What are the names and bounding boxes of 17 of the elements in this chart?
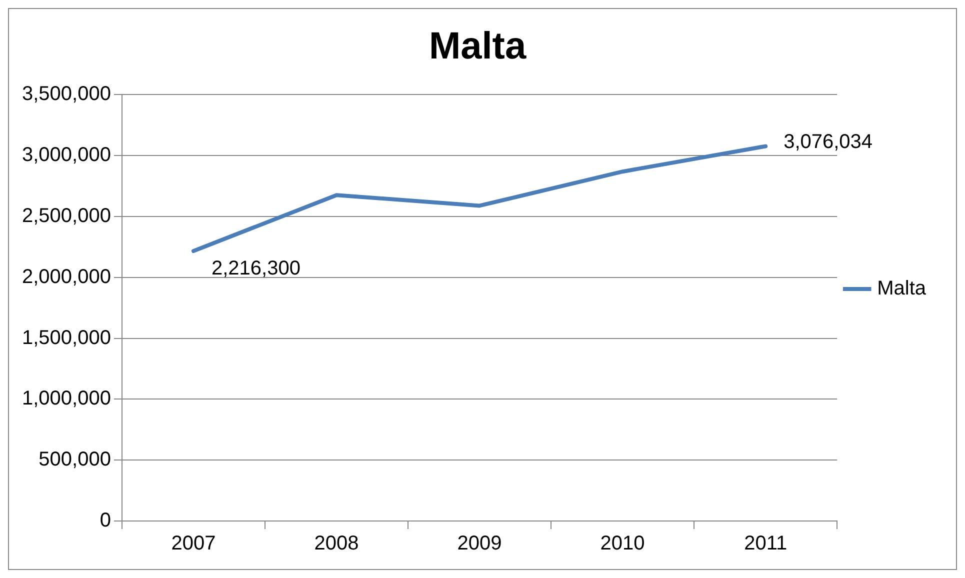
y-tick-label: 2,000,000 (22, 266, 111, 288)
chart-title: Malta (428, 25, 527, 68)
legend-label: Malta (877, 278, 927, 300)
y-tick-label: 0 (100, 510, 111, 532)
data-label: 3,076,034 (784, 130, 873, 153)
x-tick-label: 2008 (314, 532, 359, 555)
y-tick-label: 1,000,000 (22, 388, 111, 410)
y-tick-label: 500,000 (38, 448, 111, 471)
x-tick-label: 2007 (171, 532, 216, 555)
y-tick-label: 1,500,000 (22, 326, 111, 349)
x-tick-label: 2010 (600, 532, 645, 555)
data-label: 2,216,300 (211, 258, 300, 280)
y-tick-label: 2,500,000 (22, 204, 111, 227)
y-tick-label: 3,000,000 (22, 144, 111, 166)
x-tick-label: 2011 (744, 532, 788, 555)
y-tick-label: 3,500,000 (22, 83, 111, 106)
x-tick-label: 2009 (457, 532, 502, 555)
